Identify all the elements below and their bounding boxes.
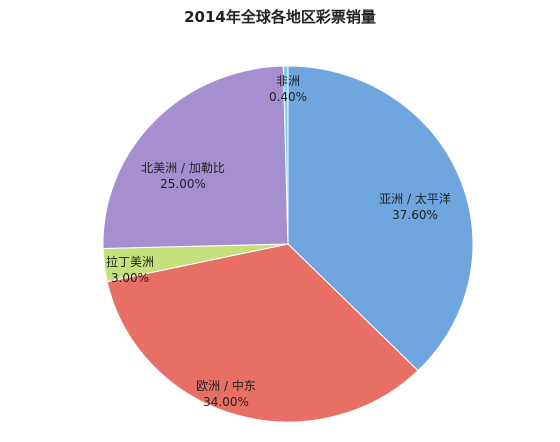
- slice-name-label: 非洲: [276, 74, 300, 88]
- pie-slice: [106, 243, 419, 423]
- slice-labels: 亚洲 / 太平洋 37.60% 欧洲 / 中东 34.00% 拉丁美洲 3.00% 北美洲 …: [106, 74, 451, 409]
- slice-name-label: 北美洲 / 加勒比: [141, 161, 225, 175]
- slice-name-label: 亚洲 / 太平洋: [379, 191, 451, 206]
- slice-value-label: 37.60%: [392, 208, 438, 222]
- slice-name-label: 拉丁美洲: [106, 254, 154, 269]
- chart-title: 2014年全球各地区彩票销量: [184, 8, 376, 26]
- slice-value-label: 25.00%: [160, 177, 206, 191]
- pie-slices: [102, 65, 474, 423]
- slice-value-label: 0.40%: [269, 90, 307, 104]
- pie-slice: [287, 65, 474, 372]
- pie-slice: [102, 65, 289, 249]
- pie-slice: [282, 65, 289, 245]
- slice-value-label: 34.00%: [203, 395, 249, 409]
- slice-name-label: 欧洲 / 中东: [196, 378, 256, 393]
- slice-value-label: 3.00%: [111, 271, 149, 285]
